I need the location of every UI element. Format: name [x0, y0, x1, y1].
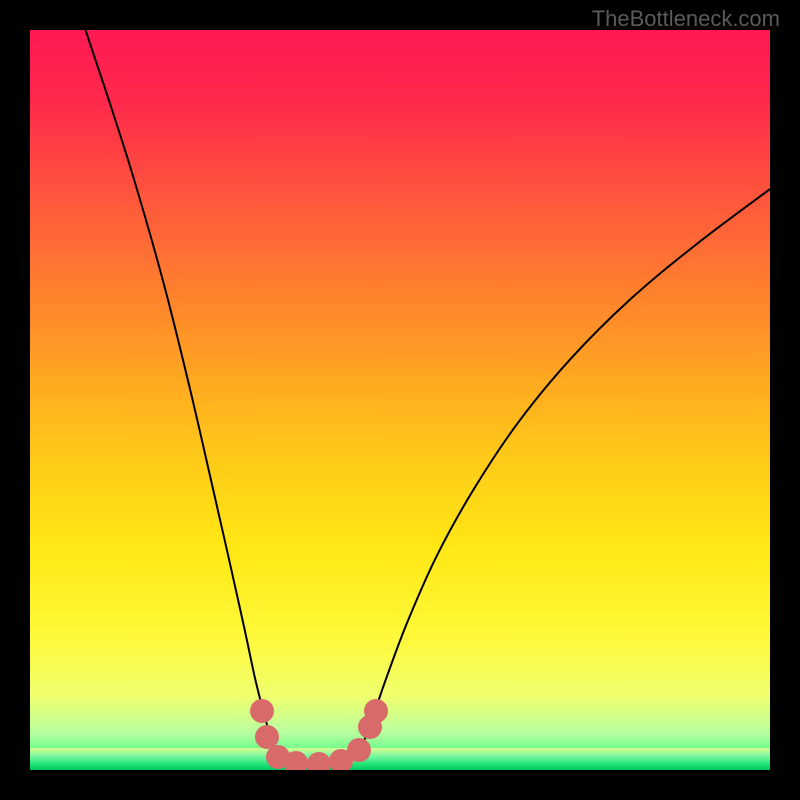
data-marker — [250, 699, 274, 723]
plot-area — [30, 30, 770, 770]
data-marker — [364, 699, 388, 723]
markers-layer — [30, 30, 770, 770]
data-marker — [284, 751, 308, 770]
data-marker — [347, 738, 371, 762]
watermark-text: TheBottleneck.com — [592, 6, 780, 32]
data-marker — [307, 752, 331, 770]
